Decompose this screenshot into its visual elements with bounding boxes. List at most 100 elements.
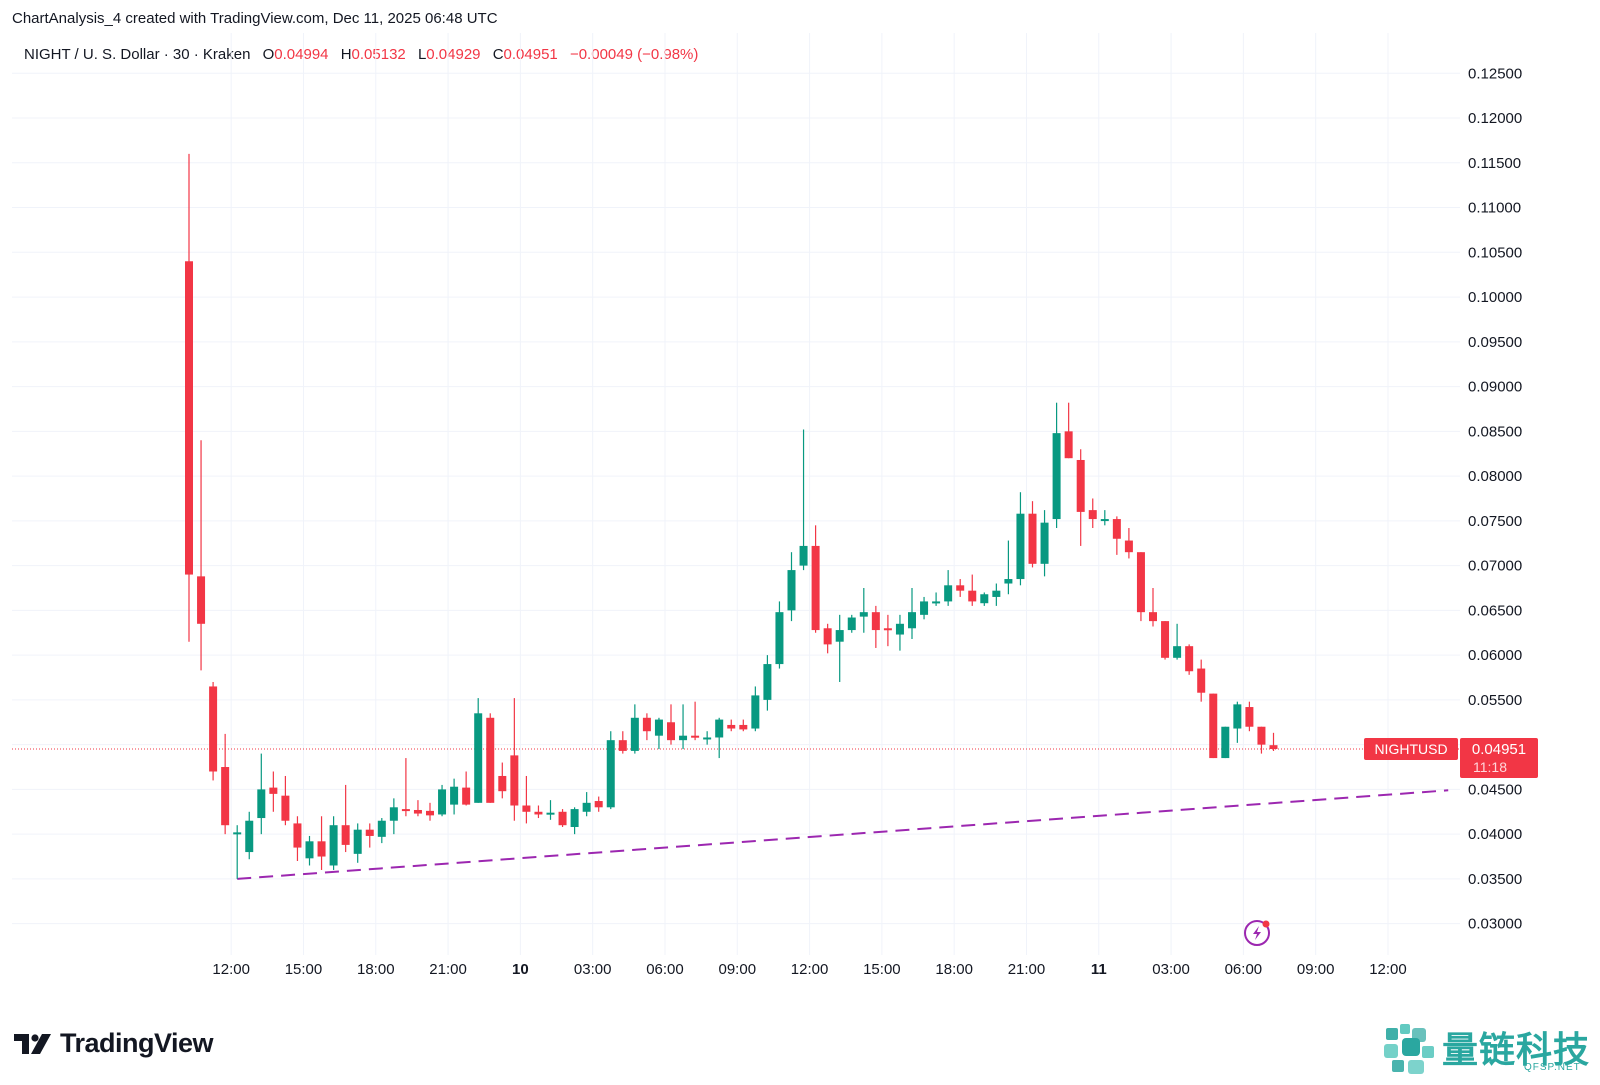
candle-body[interactable] [1185, 646, 1194, 672]
tradingview-logo[interactable]: TradingView [14, 1028, 214, 1059]
candle-body[interactable] [341, 825, 350, 845]
candle-body[interactable] [799, 545, 808, 566]
candle-body[interactable] [401, 809, 410, 812]
candle-body[interactable] [365, 829, 374, 836]
candle-body[interactable] [630, 717, 639, 751]
candle-body[interactable] [1016, 513, 1025, 580]
candle-body[interactable] [1173, 646, 1182, 658]
candle-body[interactable] [1257, 726, 1266, 745]
candle-body[interactable] [257, 789, 266, 819]
symbol-title[interactable]: NIGHT / U. S. Dollar · 30 · Kraken [24, 46, 251, 63]
lightning-icon[interactable] [1244, 920, 1270, 946]
candle-body[interactable] [197, 576, 206, 624]
candle-body[interactable] [920, 601, 929, 615]
candle-body[interactable] [956, 585, 965, 591]
candle-body[interactable] [1076, 459, 1085, 512]
candle-body[interactable] [1269, 745, 1278, 750]
candle-body[interactable] [389, 807, 398, 821]
candle-body[interactable] [462, 787, 471, 805]
candle-body[interactable] [377, 820, 386, 837]
candle-body[interactable] [293, 823, 302, 848]
candle-body[interactable] [1028, 513, 1037, 564]
candle-body[interactable] [1221, 726, 1230, 759]
x-tick-label: 12:00 [791, 961, 829, 978]
candle-body[interactable] [221, 767, 230, 826]
candle-body[interactable] [763, 664, 772, 700]
candle-body[interactable] [992, 590, 1001, 597]
candle-body[interactable] [522, 805, 531, 812]
candle-body[interactable] [450, 786, 459, 805]
candle-body[interactable] [281, 795, 290, 821]
candle-body[interactable] [703, 737, 712, 740]
candle-body[interactable] [1088, 510, 1097, 520]
candle-body[interactable] [329, 825, 338, 866]
candle-body[interactable] [426, 810, 434, 816]
candle-body[interactable] [715, 719, 724, 738]
candle-body[interactable] [1233, 704, 1242, 729]
candle-body[interactable] [185, 261, 193, 575]
candle-body[interactable] [835, 630, 844, 642]
candle-body[interactable] [1112, 519, 1121, 539]
candle-body[interactable] [739, 724, 748, 730]
candle-body[interactable] [1004, 579, 1013, 584]
candle-body[interactable] [1197, 668, 1206, 693]
x-tick-label: 15:00 [863, 961, 901, 978]
candle-body[interactable] [245, 820, 254, 853]
candle-body[interactable] [859, 612, 868, 617]
support-trendline[interactable] [237, 789, 1449, 880]
candle-body[interactable] [932, 601, 941, 604]
candle-body[interactable] [691, 735, 700, 738]
candle-body[interactable] [582, 802, 591, 812]
candle-body[interactable] [486, 717, 495, 803]
candle-body[interactable] [1100, 519, 1109, 522]
candle-body[interactable] [317, 841, 326, 857]
candle-body[interactable] [654, 719, 663, 736]
candle-body[interactable] [1064, 431, 1073, 459]
candle-body[interactable] [594, 801, 603, 808]
candle-body[interactable] [908, 612, 916, 629]
candle-body[interactable] [1136, 552, 1145, 613]
x-tick-label: 10 [512, 961, 529, 978]
candle-body[interactable] [546, 812, 555, 815]
candle-body[interactable] [679, 735, 688, 741]
candle-body[interactable] [438, 789, 447, 815]
candle-body[interactable] [667, 722, 675, 741]
candle-body[interactable] [823, 628, 832, 645]
candle-body[interactable] [871, 612, 880, 631]
candle-body[interactable] [944, 585, 953, 602]
candle-body[interactable] [269, 787, 278, 794]
candle-body[interactable] [1149, 612, 1157, 622]
candle-body[interactable] [1124, 540, 1133, 553]
candle-body[interactable] [606, 740, 615, 808]
candle-body[interactable] [751, 695, 760, 729]
candle-body[interactable] [980, 594, 989, 604]
candle-body[interactable] [1052, 433, 1061, 520]
candle-body[interactable] [510, 755, 519, 806]
candle-body[interactable] [305, 841, 314, 859]
candle-body[interactable] [1209, 693, 1218, 759]
candle-body[interactable] [209, 686, 218, 772]
x-tick-label: 06:00 [646, 961, 684, 978]
candle-body[interactable] [498, 775, 507, 792]
candle-body[interactable] [727, 724, 736, 729]
candle-body[interactable] [895, 623, 904, 635]
candle-body[interactable] [534, 811, 543, 815]
candle-body[interactable] [1040, 522, 1049, 564]
candle-body[interactable] [883, 628, 892, 631]
candle-body[interactable] [775, 612, 784, 665]
candle-body[interactable] [968, 590, 977, 602]
candle-body[interactable] [811, 545, 820, 631]
candle-body[interactable] [353, 829, 362, 854]
candle-body[interactable] [642, 717, 651, 732]
candle-body[interactable] [618, 740, 627, 751]
candle-body[interactable] [1161, 621, 1170, 658]
candle-body[interactable] [558, 811, 567, 826]
candle-body[interactable] [233, 832, 242, 835]
candle-body[interactable] [474, 713, 483, 803]
candle-body[interactable] [570, 809, 579, 827]
candle-body[interactable] [847, 617, 856, 631]
candle-body[interactable] [787, 570, 796, 611]
candle-body[interactable] [413, 809, 422, 814]
candle-body[interactable] [1245, 707, 1254, 727]
